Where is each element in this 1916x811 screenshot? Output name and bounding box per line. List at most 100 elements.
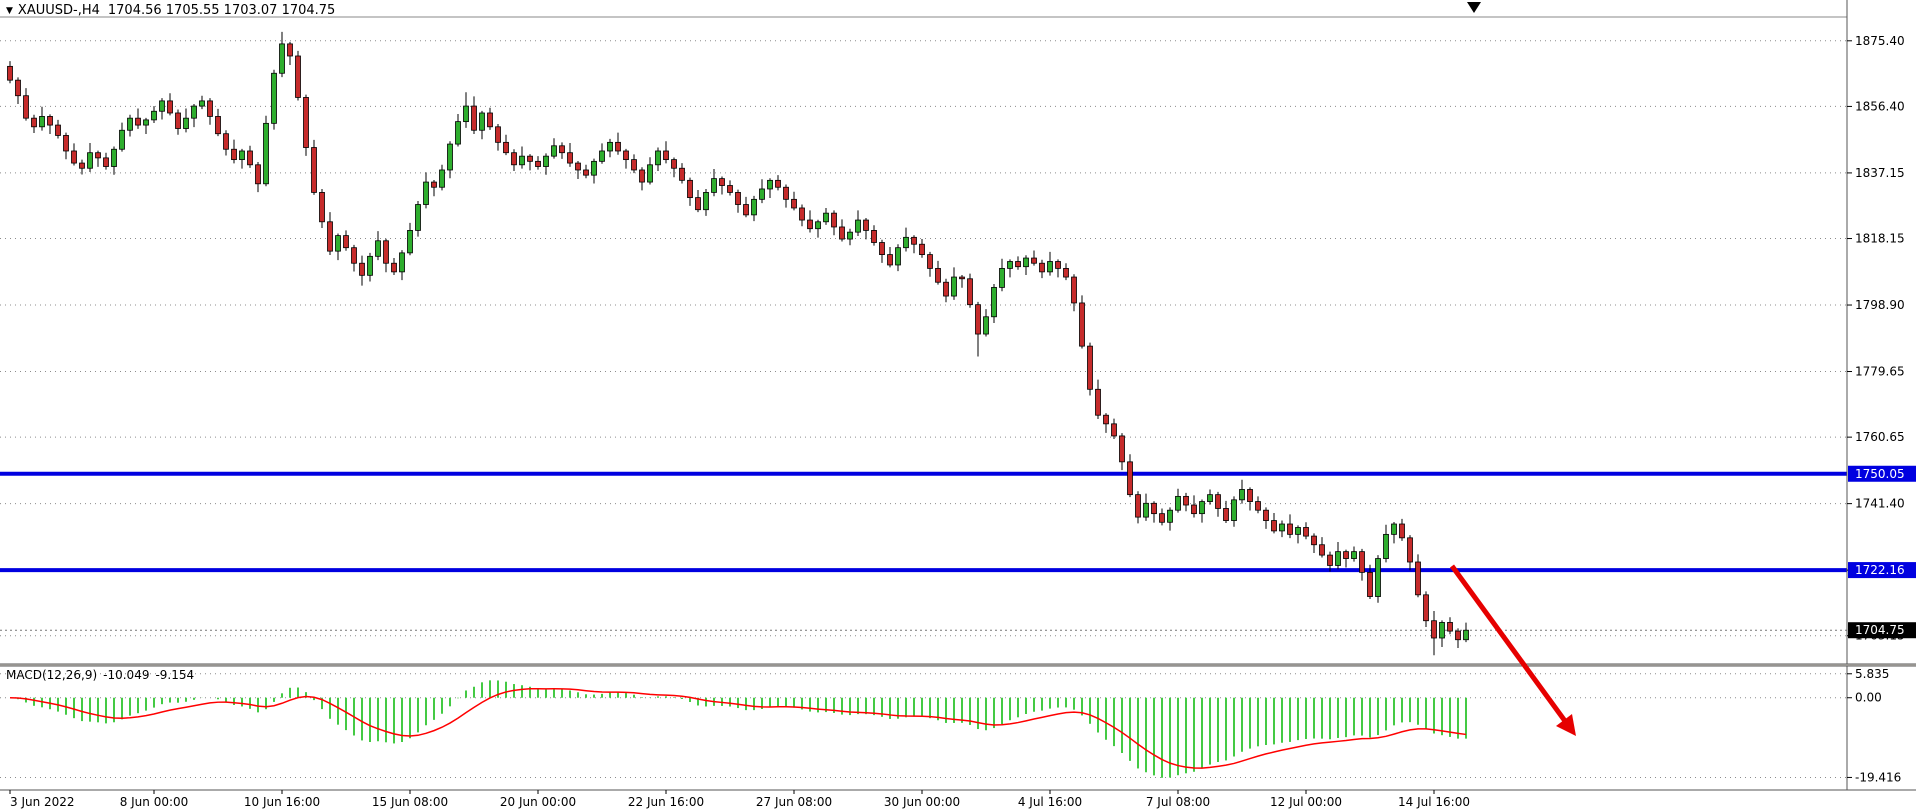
candle-down (503, 141, 509, 154)
candle-down (1039, 262, 1045, 273)
candle-up (599, 150, 605, 162)
candle-up (447, 143, 453, 171)
candle-up (143, 119, 149, 126)
time-axis-label: 4 Jul 16:00 (1018, 795, 1082, 809)
candles-layer (7, 31, 1469, 656)
candle-down (631, 159, 637, 171)
candle-up (183, 117, 189, 129)
candle-down (247, 150, 253, 166)
candle-down (1135, 494, 1141, 518)
price-axis-label: 1875.40 (1855, 34, 1905, 48)
candle-down (807, 219, 813, 230)
macd-axis-label: -19.416 (1855, 770, 1901, 784)
level-price-tag (1848, 562, 1916, 579)
candle-down (1031, 257, 1037, 264)
candle-down (783, 186, 789, 200)
candle-up (119, 129, 125, 150)
time-axis-label: 12 Jul 00:00 (1270, 795, 1342, 809)
candle-up (903, 236, 909, 249)
current-price-tag (1848, 622, 1916, 639)
candle-up (271, 72, 277, 124)
candle-down (343, 235, 349, 249)
candle-up (455, 121, 461, 145)
candle-down (135, 117, 141, 126)
time-axis-label: 27 Jun 08:00 (756, 795, 832, 809)
candle-up (703, 192, 709, 211)
grid-layer (0, 40, 1847, 778)
candle-down (1223, 508, 1229, 521)
candle-down (639, 169, 645, 183)
current-price-tag-label: 1704.75 (1855, 623, 1905, 637)
candle-up (407, 230, 413, 254)
time-axis-label: 30 Jun 00:00 (884, 795, 960, 809)
macd-axis-label: 5.835 (1855, 667, 1889, 681)
candle-up (751, 198, 757, 216)
candle-up (159, 100, 165, 112)
candle-down (1255, 501, 1261, 511)
candle-down (1319, 544, 1325, 556)
candle-down (871, 230, 877, 243)
candle-down (1343, 551, 1349, 559)
red-arrow-head[interactable] (1556, 714, 1576, 736)
symbol-dropdown-icon[interactable]: ▼ (6, 6, 13, 16)
candle-down (47, 116, 53, 126)
candle-down (287, 43, 293, 57)
candle-down (351, 247, 357, 264)
price-axis-label: 1818.15 (1855, 232, 1905, 246)
candle-down (1151, 502, 1157, 515)
candle-down (295, 55, 301, 98)
candle-up (439, 169, 445, 188)
red-arrow-line[interactable] (1449, 564, 1568, 723)
candle-down (1415, 561, 1421, 596)
candle-up (479, 112, 485, 131)
candle-down (559, 145, 565, 154)
candle-up (151, 110, 157, 121)
time-axis-label: 20 Jun 00:00 (500, 795, 576, 809)
candle-down (487, 112, 493, 128)
candle-up (1391, 523, 1397, 535)
candle-down (311, 147, 317, 193)
candle-down (383, 240, 389, 264)
candle-up (591, 160, 597, 176)
macd-signal-current-value: -9.154 (155, 668, 195, 682)
candle-up (423, 181, 429, 205)
chart-title: ▼ XAUUSD-,H4 1704.56 1705.55 1703.07 1704.… (6, 3, 335, 18)
candle-up (543, 155, 549, 167)
candle-down (471, 105, 477, 131)
time-axis-label: 22 Jun 16:00 (628, 795, 704, 809)
candle-down (623, 150, 629, 161)
annotations-layer (1449, 2, 1576, 736)
candle-down (431, 181, 437, 188)
candle-down (687, 179, 693, 199)
candle-up (1007, 261, 1013, 269)
candle-up (1199, 501, 1205, 515)
candle-down (103, 157, 109, 167)
candle-down (1263, 509, 1269, 521)
candle-down (511, 152, 517, 166)
candle-down (1215, 494, 1221, 509)
black-triangle-marker[interactable] (1467, 2, 1481, 13)
candle-up (367, 255, 373, 276)
candle-up (1023, 257, 1029, 268)
candle-down (887, 254, 893, 266)
candle-up (1335, 551, 1341, 566)
candle-down (1303, 527, 1309, 537)
price-axis-label: 1798.90 (1855, 298, 1905, 312)
candle-down (1359, 551, 1365, 573)
candle-up (895, 247, 901, 266)
time-axis-label: 7 Jul 08:00 (1146, 795, 1210, 809)
candle-down (799, 207, 805, 221)
candle-down (743, 204, 749, 216)
candle-down (319, 192, 325, 223)
candle-down (1191, 504, 1197, 515)
candle-down (15, 79, 21, 97)
candle-down (583, 169, 589, 176)
candle-up (1047, 261, 1053, 273)
candle-up (823, 212, 829, 223)
candle-down (911, 236, 917, 245)
candle-down (1183, 495, 1189, 506)
candle-down (1159, 513, 1165, 523)
